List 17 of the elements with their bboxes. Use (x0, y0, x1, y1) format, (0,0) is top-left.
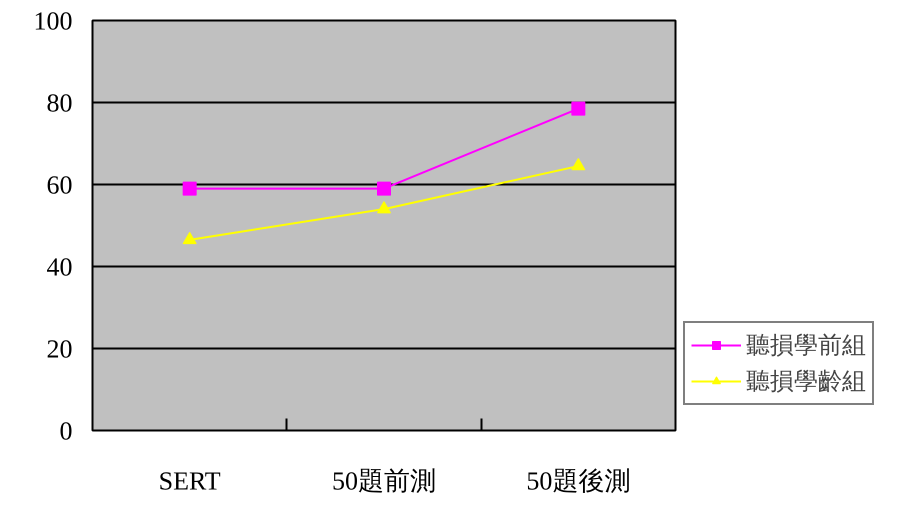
y-tick-label: 20 (46, 334, 72, 364)
y-tick-label: 100 (34, 6, 72, 36)
point (571, 158, 586, 170)
x-tick-label: SERT (158, 466, 221, 496)
y-tick-label: 40 (46, 252, 72, 282)
y-tick-label: 60 (46, 170, 72, 200)
point (182, 182, 197, 196)
legend-label: 聽損學前組 (746, 332, 866, 361)
point (377, 182, 391, 196)
legend-label: 聽損學齡組 (746, 368, 866, 397)
point (571, 102, 586, 116)
x-tick-label: 50題前測 (332, 466, 436, 496)
x-tick-label: 50題後測 (526, 466, 630, 496)
point (182, 232, 197, 244)
point (377, 201, 391, 214)
y-tick-label: 80 (46, 88, 72, 118)
y-tick-label: 0 (60, 416, 72, 446)
